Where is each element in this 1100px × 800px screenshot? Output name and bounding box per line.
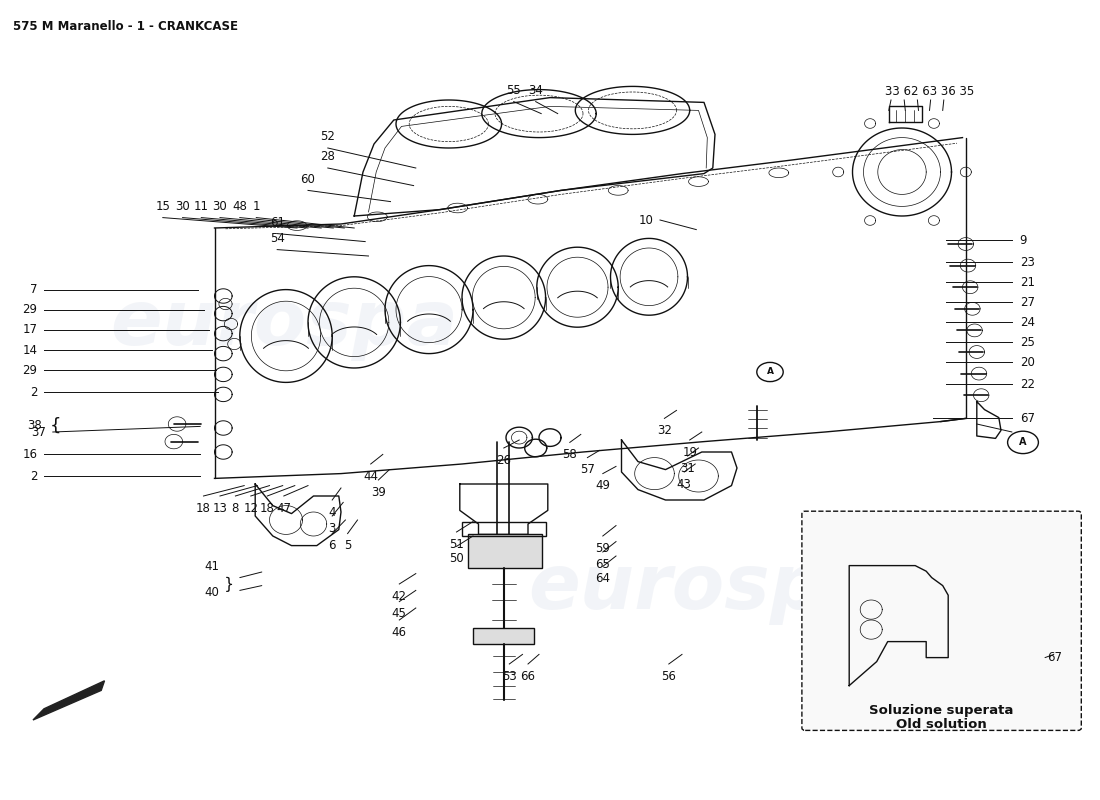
Text: A: A (1020, 438, 1026, 447)
Text: 51: 51 (449, 538, 464, 550)
Text: 34: 34 (528, 84, 543, 97)
Text: 29: 29 (22, 364, 37, 377)
Text: 33 62 63 36 35: 33 62 63 36 35 (884, 85, 975, 98)
Text: 2: 2 (30, 386, 37, 398)
Polygon shape (33, 681, 104, 720)
Text: 55: 55 (506, 84, 521, 97)
Text: 54: 54 (270, 232, 285, 245)
Text: 39: 39 (371, 486, 386, 498)
Text: 29: 29 (22, 303, 37, 316)
Text: 1: 1 (253, 200, 260, 213)
Text: 8: 8 (232, 502, 239, 514)
Text: 49: 49 (595, 479, 610, 492)
Text: 18: 18 (260, 502, 275, 514)
Text: A: A (767, 367, 773, 377)
Bar (473, 628, 534, 644)
Bar (462, 522, 546, 536)
Text: 13: 13 (212, 502, 228, 514)
Text: eurospa: eurospa (110, 287, 458, 361)
Text: 64: 64 (595, 572, 610, 585)
Text: 30: 30 (175, 200, 190, 213)
Text: 19: 19 (682, 446, 697, 458)
FancyBboxPatch shape (802, 511, 1081, 730)
Text: 50: 50 (449, 552, 464, 565)
Text: 46: 46 (392, 626, 407, 638)
Text: 12: 12 (243, 502, 258, 514)
Text: 60: 60 (300, 173, 316, 186)
Text: 7: 7 (30, 283, 37, 296)
Text: 67: 67 (1047, 651, 1063, 664)
Text: 9: 9 (1020, 234, 1027, 246)
Text: 4: 4 (329, 506, 336, 518)
Text: 16: 16 (22, 448, 37, 461)
Text: 48: 48 (232, 200, 248, 213)
Text: 52: 52 (320, 130, 336, 143)
Text: 30: 30 (212, 200, 228, 213)
Text: 17: 17 (22, 323, 37, 336)
Text: 575 M Maranello - 1 - CRANKCASE: 575 M Maranello - 1 - CRANKCASE (13, 20, 239, 33)
Text: 41: 41 (205, 560, 220, 573)
Text: 37: 37 (31, 426, 46, 438)
Text: 24: 24 (1020, 316, 1035, 329)
Text: 11: 11 (194, 200, 209, 213)
Text: 5: 5 (344, 539, 351, 552)
Text: 57: 57 (580, 463, 595, 476)
Bar (468, 534, 542, 568)
Text: {: { (50, 417, 60, 434)
Text: 38: 38 (28, 419, 42, 432)
Text: 23: 23 (1020, 256, 1035, 269)
Text: 53: 53 (502, 670, 517, 682)
Text: Soluzione superata: Soluzione superata (869, 704, 1014, 717)
Text: 58: 58 (562, 448, 578, 461)
Text: 67: 67 (1020, 412, 1035, 425)
Text: 45: 45 (392, 607, 407, 620)
Text: 14: 14 (22, 344, 37, 357)
Text: 3: 3 (329, 522, 336, 534)
Text: 15: 15 (155, 200, 170, 213)
Text: 43: 43 (676, 478, 692, 490)
Text: {: { (222, 574, 231, 590)
Text: 40: 40 (205, 586, 220, 599)
Text: 10: 10 (638, 214, 653, 226)
Text: Old solution: Old solution (896, 718, 987, 730)
Text: 32: 32 (657, 424, 672, 437)
Text: 44: 44 (363, 470, 378, 482)
Text: 27: 27 (1020, 296, 1035, 309)
Text: 20: 20 (1020, 356, 1035, 369)
Text: eurospa: eurospa (528, 551, 876, 625)
Text: 65: 65 (595, 558, 610, 570)
Text: 42: 42 (392, 590, 407, 602)
Text: 59: 59 (595, 542, 610, 554)
Text: 25: 25 (1020, 336, 1035, 349)
Text: 28: 28 (320, 150, 336, 163)
Text: 47: 47 (276, 502, 292, 514)
Text: 21: 21 (1020, 276, 1035, 289)
Text: 66: 66 (520, 670, 536, 682)
Text: 26: 26 (496, 454, 512, 466)
Text: 22: 22 (1020, 378, 1035, 390)
Text: 56: 56 (661, 670, 676, 682)
Text: 61: 61 (270, 216, 285, 229)
Text: 18: 18 (196, 502, 211, 514)
Text: 31: 31 (680, 462, 695, 474)
Text: 2: 2 (30, 470, 37, 482)
Text: 6: 6 (329, 539, 336, 552)
